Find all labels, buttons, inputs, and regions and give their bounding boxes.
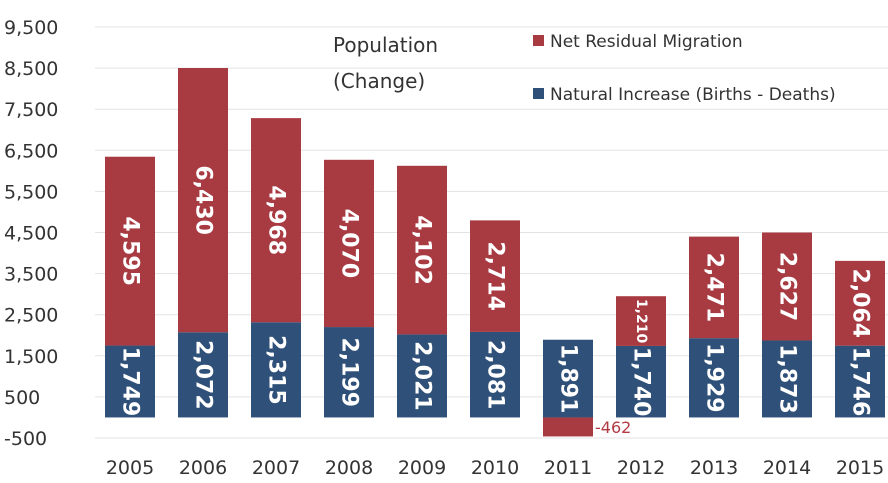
- bar-value-label: -462: [595, 418, 631, 437]
- y-tick-label: -500: [4, 428, 47, 450]
- bar-natural-increase: [835, 345, 885, 418]
- bar-value-label: 1,740: [629, 347, 654, 417]
- x-tick-label: 2012: [617, 457, 665, 479]
- x-tick-label: 2008: [325, 457, 373, 479]
- legend-label-natural: Natural Increase (Births - Deaths): [550, 85, 836, 105]
- legend-label-migration: Net Residual Migration: [550, 32, 743, 52]
- bar-natural-increase: [543, 339, 593, 418]
- bar-value-label: 6,430: [191, 165, 216, 235]
- bar-net-migration: [178, 68, 228, 333]
- bar-natural-increase: [251, 322, 301, 418]
- bar-natural-increase: [470, 331, 520, 418]
- chart-title-line-2: (Change): [333, 69, 425, 93]
- bar-value-label: 1,891: [556, 344, 581, 414]
- x-tick-label: 2005: [106, 457, 154, 479]
- x-tick-label: 2013: [690, 457, 738, 479]
- y-axis-ticks: -500 500 1,500 2,500 3,500 4,500 5,500 6,500 7,5…: [4, 17, 58, 450]
- bar-net-migration: [543, 417, 593, 437]
- bar-net-migration: [616, 296, 666, 346]
- bar-net-migration: [324, 159, 374, 328]
- y-tick-label: 3,500: [4, 264, 58, 286]
- y-tick-label: 9,500: [4, 17, 58, 39]
- y-tick-label: 1,500: [4, 346, 58, 368]
- bar-net-migration: [251, 118, 301, 323]
- legend: Net Residual Migration Natural Increase …: [533, 32, 836, 105]
- bar-natural-increase: [324, 327, 374, 418]
- bar-value-label: 4,070: [337, 209, 362, 279]
- bar-value-label: 4,595: [118, 216, 143, 286]
- bar-value-label: 1,749: [118, 347, 143, 417]
- x-tick-label: 2010: [471, 457, 519, 479]
- bar-value-label: 2,081: [483, 340, 508, 410]
- bar-natural-increase: [397, 334, 447, 418]
- bar-value-label: 2,627: [775, 252, 800, 322]
- legend-swatch-migration: [533, 35, 544, 46]
- chart-title-line-1: Population: [333, 33, 438, 57]
- bar-net-migration: [689, 236, 739, 339]
- bar-natural-increase: [105, 345, 155, 418]
- bar-value-label: 1,873: [775, 344, 800, 414]
- x-tick-label: 2006: [179, 457, 227, 479]
- y-tick-label: 500: [4, 387, 40, 409]
- bar-value-label: 4,968: [264, 185, 289, 255]
- y-tick-label: 8,500: [4, 58, 58, 80]
- bar-value-label: 2,714: [483, 241, 508, 311]
- x-tick-label: 2015: [836, 457, 884, 479]
- bar-value-label: 1,210: [633, 299, 649, 344]
- legend-swatch-natural: [533, 88, 544, 99]
- x-tick-label: 2007: [252, 457, 300, 479]
- y-tick-label: 7,500: [4, 99, 58, 121]
- bar-natural-increase: [616, 345, 666, 418]
- chart-title: Population (Change): [333, 33, 438, 93]
- y-tick-label: 4,500: [4, 223, 58, 245]
- x-tick-label: 2009: [398, 457, 446, 479]
- bar-net-migration: [397, 165, 447, 335]
- bar-net-migration: [762, 232, 812, 341]
- y-tick-label: 6,500: [4, 140, 58, 162]
- bar-value-label: 2,021: [410, 341, 435, 411]
- bars: [105, 68, 885, 437]
- bar-natural-increase: [689, 338, 739, 418]
- x-tick-label: 2014: [763, 457, 811, 479]
- bar-net-migration: [470, 220, 520, 332]
- bar-natural-increase: [762, 340, 812, 418]
- bar-labels: 1,749 4,595 2,072 6,430 2,315 4,968 2,199 4,070…: [118, 165, 873, 437]
- x-axis-ticks: 2005 2006 2007 2008 2009 2010 2011 2012 2013 2014…: [106, 457, 884, 479]
- bar-value-label: 2,199: [337, 337, 362, 407]
- bar-value-label: 2,315: [264, 335, 289, 405]
- bar-net-migration: [105, 156, 155, 346]
- bar-value-label: 1,929: [702, 343, 727, 413]
- y-tick-label: 2,500: [4, 305, 58, 327]
- bar-value-label: 2,072: [191, 340, 216, 410]
- bar-value-label: 4,102: [410, 215, 435, 285]
- x-tick-label: 2011: [544, 457, 592, 479]
- bar-net-migration: [835, 260, 885, 346]
- bar-value-label: 2,471: [702, 253, 727, 323]
- bar-natural-increase: [178, 332, 228, 418]
- y-tick-label: 5,500: [4, 181, 58, 203]
- bar-value-label: 2,064: [848, 268, 873, 338]
- bar-value-label: 1,746: [848, 347, 873, 417]
